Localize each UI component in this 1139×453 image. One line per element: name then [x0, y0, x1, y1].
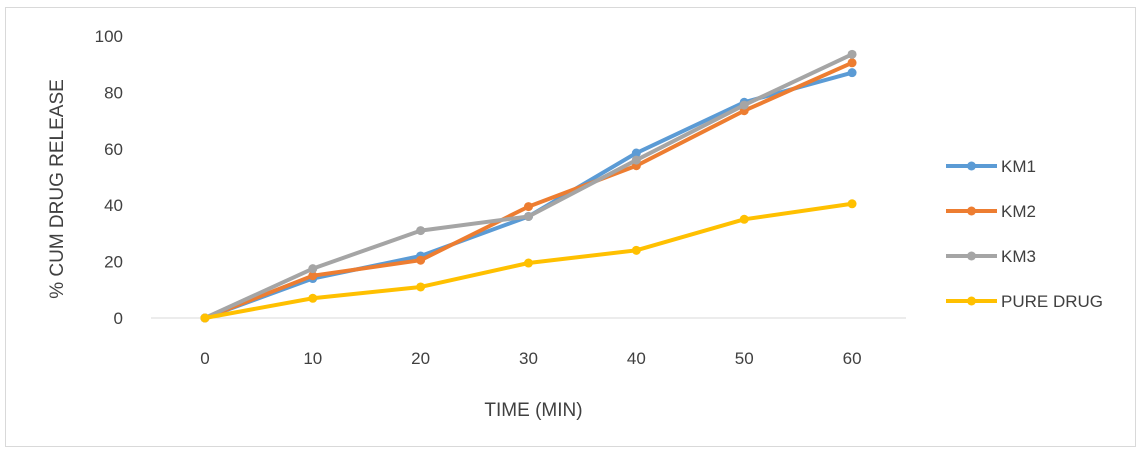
y-tick-label: 60 — [104, 140, 123, 159]
data-point — [308, 264, 317, 273]
data-point — [308, 294, 317, 303]
data-point — [416, 256, 425, 265]
y-tick-label: 80 — [104, 83, 123, 102]
y-tick-label: 0 — [114, 309, 123, 328]
legend-swatch-marker — [967, 252, 976, 261]
x-tick-label: 60 — [843, 349, 862, 368]
data-point — [524, 202, 533, 211]
y-tick-label: 20 — [104, 253, 123, 272]
data-point — [848, 58, 857, 67]
data-point — [200, 314, 209, 323]
x-tick-label: 30 — [519, 349, 538, 368]
data-point — [524, 212, 533, 221]
line-chart: 0 20 40 60 80 100 0 10 20 30 40 50 60 % CUM DRUG RE… — [6, 8, 1137, 448]
data-point — [848, 199, 857, 208]
x-tick-label: 40 — [627, 349, 646, 368]
legend-swatch-marker — [967, 207, 976, 216]
data-point — [416, 226, 425, 235]
chart-frame: 0 20 40 60 80 100 0 10 20 30 40 50 60 % CUM DRUG RE… — [5, 7, 1136, 447]
legend-item: PURE DRUG — [946, 292, 1103, 311]
series-layer — [200, 50, 856, 323]
data-point — [632, 246, 641, 255]
legend-label: KM3 — [1001, 247, 1036, 266]
data-point — [740, 215, 749, 224]
legend-item: KM3 — [946, 247, 1036, 266]
legend-item: KM2 — [946, 202, 1036, 221]
data-point — [632, 156, 641, 165]
legend-item: KM1 — [946, 157, 1036, 176]
legend-swatch-marker — [967, 162, 976, 171]
x-axis-ticks: 0 10 20 30 40 50 60 — [200, 349, 861, 368]
legend-label: PURE DRUG — [1001, 292, 1103, 311]
y-axis-title: % CUM DRUG RELEASE — [47, 79, 68, 299]
data-point — [740, 101, 749, 110]
data-point — [524, 259, 533, 268]
legend-label: KM1 — [1001, 157, 1036, 176]
x-tick-label: 20 — [411, 349, 430, 368]
legend-label: KM2 — [1001, 202, 1036, 221]
x-tick-label: 10 — [303, 349, 322, 368]
data-point — [416, 282, 425, 291]
y-tick-label: 100 — [95, 27, 123, 46]
legend: KM1 KM2 KM3 PURE DRUG — [946, 157, 1103, 311]
x-axis-title: TIME (MIN) — [484, 400, 582, 421]
x-tick-label: 0 — [200, 349, 209, 368]
y-axis-ticks: 0 20 40 60 80 100 — [95, 27, 123, 328]
data-point — [848, 50, 857, 59]
y-tick-label: 40 — [104, 196, 123, 215]
legend-swatch-marker — [967, 297, 976, 306]
x-tick-label: 50 — [735, 349, 754, 368]
data-point — [848, 68, 857, 77]
